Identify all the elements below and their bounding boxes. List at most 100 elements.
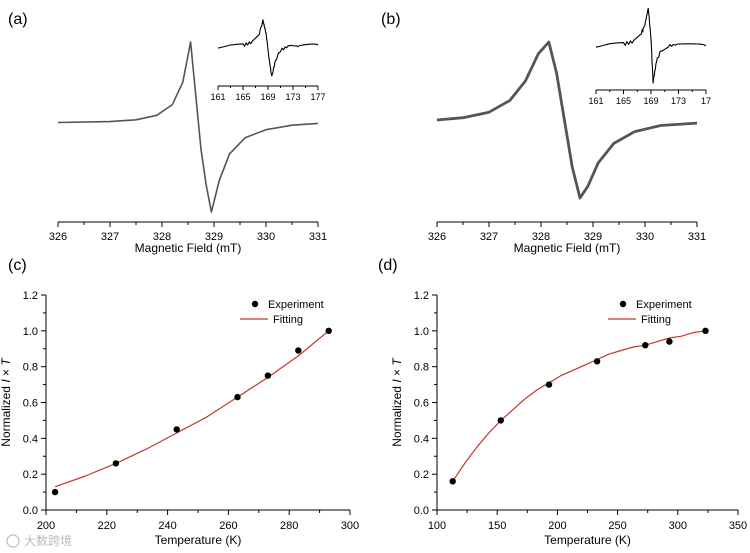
c-y-tick-label: 0.2 <box>23 469 38 481</box>
d-experiment-point <box>666 338 673 345</box>
d-experiment-point <box>449 478 456 485</box>
d-y-tick-label: 0.0 <box>414 505 429 517</box>
d-y-tick-label: 0.2 <box>414 469 429 481</box>
d-y-tick-label: 1.0 <box>414 326 429 338</box>
a-x-axis-title: Magnetic Field (mT) <box>135 241 242 255</box>
c-experiment-point <box>264 372 272 379</box>
c-x-tick-label: 260 <box>219 520 237 532</box>
a-inset-spectrum-line <box>217 19 319 77</box>
watermark-logo: 大数跨境 <box>6 533 72 548</box>
b-x-tick-label: 331 <box>688 231 706 243</box>
b-spectrum-line <box>436 40 698 200</box>
panel-label-a: (a) <box>8 11 28 28</box>
c-y-axis-title: Normalized I × T <box>0 357 13 447</box>
c-y-tick-label: 0.8 <box>23 362 38 374</box>
c-y-tick-label: 0.4 <box>23 433 38 445</box>
b-x-tick-label: 328 <box>532 231 550 243</box>
d-x-tick-label: 350 <box>729 520 747 532</box>
a-x-tick-label: 327 <box>101 231 119 243</box>
chart-a: 326 327 328 329 330 331 Magnetic Field (mT) 161… <box>49 19 327 255</box>
c-experiment-point <box>173 426 180 433</box>
watermark-text: 大数跨境 <box>24 533 72 548</box>
c-y-axis-title-part: Normalized <box>0 383 13 447</box>
d-y-axis-title: Normalized I × T <box>390 357 404 447</box>
a-x-tick-label: 330 <box>257 231 275 243</box>
c-experiment-point <box>325 327 332 334</box>
c-y-tick-label: 0.6 <box>23 398 38 410</box>
c-x-tick-label: 280 <box>280 520 298 532</box>
panel-label-b: (b) <box>381 11 401 28</box>
b-x-tick-label: 326 <box>428 231 446 243</box>
d-x-tick-label: 100 <box>428 520 446 532</box>
a-inset-x-tick-label: 165 <box>235 92 250 102</box>
c-legend-experiment-marker <box>251 300 259 308</box>
d-experiment-point <box>497 417 504 424</box>
a-x-tick-label: 328 <box>153 231 171 243</box>
d-y-tick-label: 0.6 <box>414 398 429 410</box>
c-legend-experiment-label: Experiment <box>268 299 324 311</box>
b-x-tick-label: 327 <box>480 231 498 243</box>
b-inset-x-tick-label: 173 <box>671 96 686 106</box>
b-x-tick-label: 330 <box>636 231 654 243</box>
a-inset-x-tick-label: 177 <box>310 92 325 102</box>
d-y-axis-title-part: T <box>390 357 404 366</box>
b-inset-x-tick-label: 165 <box>616 96 631 106</box>
b-inset-x-tick-label: 169 <box>643 96 658 106</box>
c-experiment-point <box>234 393 241 401</box>
c-y-axis-title-part: × <box>0 366 13 380</box>
c-experiment-point <box>112 460 120 467</box>
d-fitting-line <box>452 330 706 482</box>
a-x-tick-label: 326 <box>49 231 67 243</box>
d-y-tick-label: 0.8 <box>414 362 429 374</box>
b-x-tick-label: 329 <box>584 231 602 243</box>
d-legend-fitting-label: Fitting <box>641 314 671 326</box>
c-experiment-point <box>295 347 302 354</box>
d-y-axis-title-part: × <box>390 366 404 380</box>
a-inset-x-tick-label: 169 <box>260 92 275 102</box>
d-x-tick-label: 250 <box>608 520 626 532</box>
chart-d: 100 150 200 250 300 350 0.0 0.2 0.4 0.6 0.8 1.0 1.2 T… <box>390 290 747 547</box>
panel-label-c: (c) <box>8 257 27 274</box>
a-inset-x-tick-label: 173 <box>285 92 300 102</box>
d-x-tick-label: 300 <box>669 520 687 532</box>
d-x-axis-title: Temperature (K) <box>544 533 631 547</box>
c-x-tick-label: 240 <box>158 520 176 532</box>
a-x-tick-label: 331 <box>309 231 327 243</box>
d-experiment-point <box>593 358 601 365</box>
d-y-tick-label: 1.2 <box>414 290 429 302</box>
c-y-axis-title-part: I <box>0 379 13 383</box>
d-experiment-point <box>642 342 649 349</box>
c-fitting-line <box>54 330 330 488</box>
c-x-tick-label: 300 <box>341 520 359 532</box>
a-spectrum-line <box>57 41 319 213</box>
b-inset-x-tick-label: 161 <box>588 96 603 106</box>
c-y-tick-label: 1.2 <box>23 290 38 302</box>
c-x-tick-label: 200 <box>37 520 55 532</box>
chart-c: 200 220 240 260 280 300 0.0 0.2 0.4 0.6 0.8 1.0 1.2 T… <box>0 290 359 547</box>
a-x-tick-label: 329 <box>205 231 223 243</box>
d-experiment-point <box>545 381 553 388</box>
b-inset-x-tick-label: 17 <box>701 96 711 106</box>
c-experiment-point <box>51 488 59 496</box>
a-inset-x-tick-label: 161 <box>210 92 225 102</box>
c-y-axis-title-part: T <box>0 357 13 366</box>
c-y-tick-label: 1.0 <box>23 326 38 338</box>
d-x-tick-label: 200 <box>548 520 566 532</box>
d-legend-experiment-label: Experiment <box>636 299 692 311</box>
d-y-tick-label: 0.4 <box>414 433 429 445</box>
d-y-axis-title-part: Normalized <box>390 383 404 447</box>
watermark-icon <box>6 534 20 548</box>
d-legend-experiment-marker <box>619 300 627 308</box>
c-x-axis-title: Temperature (K) <box>155 533 242 547</box>
d-y-axis-title-part: I <box>390 379 404 383</box>
c-legend-fitting-label: Fitting <box>273 314 303 326</box>
c-y-tick-label: 0.0 <box>23 505 38 517</box>
panel-label-d: (d) <box>378 257 398 274</box>
b-inset-spectrum-line <box>595 8 707 84</box>
b-x-axis-title: Magnetic Field (mT) <box>514 241 621 255</box>
d-experiment-point <box>702 327 709 334</box>
chart-b: 326 327 328 329 330 331 Magnetic Field (mT) 161… <box>428 8 711 255</box>
d-x-tick-label: 150 <box>488 520 506 532</box>
c-x-tick-label: 220 <box>98 520 116 532</box>
